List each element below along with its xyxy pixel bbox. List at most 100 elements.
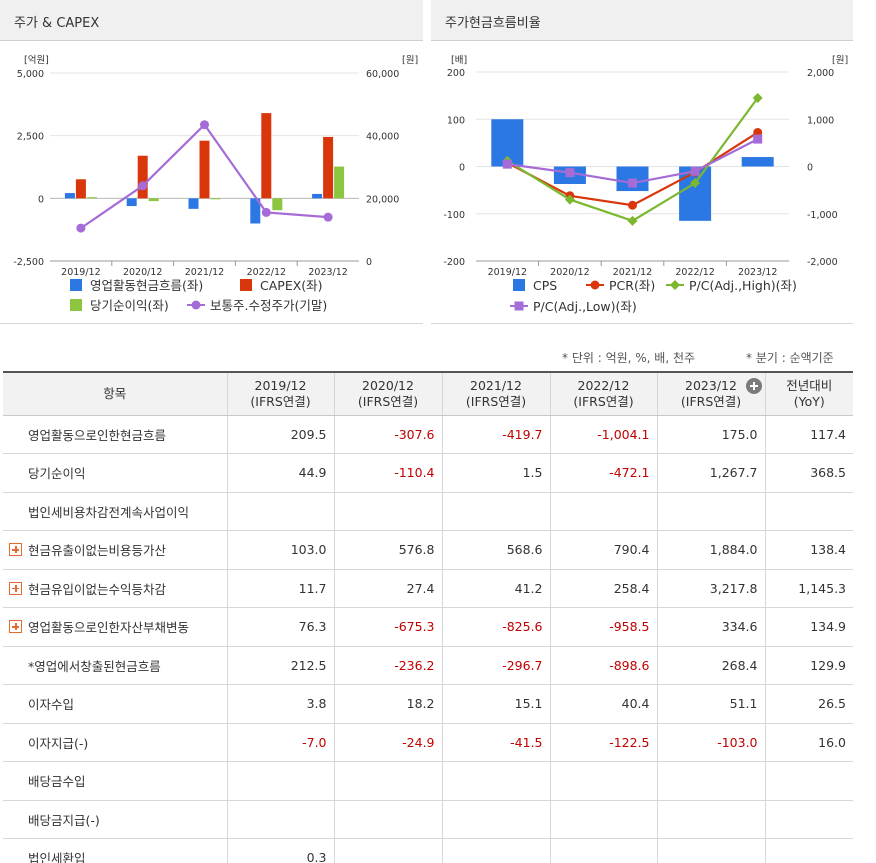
legend-label-3: 보통주.수정주가(기말) [210,298,327,313]
header-col-2019: 2019/12 (IFRS연결) [226,372,334,416]
capex-chart-panel: 주가 & CAPEX [억원] [원] 5,000 2,500 0 -2,500 60,00… [0,0,423,324]
cell-yoy: 368.5 [764,453,853,493]
cell-value [333,838,442,863]
y-right-tick: 1,000 [807,115,834,126]
row-item: 배당금지급(-) [3,800,227,839]
table-row: 법인세비용차감전계속사업이익 [3,492,853,531]
cashflow-table: 항목 2019/12 (IFRS연결) 2020/12 (IFRS연결) 2021/… [3,371,853,863]
cell-value: 576.8 [333,530,442,570]
x-tick-label: 2020/12 [123,267,162,278]
table-row: 현금유출이없는비용등가산 103.0 576.8 568.6 790.4 1,884.0 1… [3,530,853,570]
cell-yoy [764,800,853,839]
cell-value: 258.4 [549,569,657,608]
row-item[interactable]: 현금유입이없는수익등차감 [3,569,227,608]
x-tick-label: 2022/12 [675,267,714,278]
cell-value: -7.0 [226,723,334,762]
y-left-tick: 100 [447,115,465,126]
bar-0-0 [64,193,75,199]
row-item: 당기순이익 [3,453,227,493]
legend-label-1: CAPEX(좌) [260,278,323,293]
price-point-1 [138,181,148,191]
pcr-chart-title: 주가현금흐름비율 [445,16,541,31]
cell-value: 3.8 [226,684,334,724]
pcr-chart-panel: 주가현금흐름비율 [배] [원] 200 100 0 -100 -200 2,000 1,000… [431,0,853,324]
table-row: 현금유입이없는수익등차감 11.7 27.4 41.2 258.4 3,217.8 1,14… [3,569,853,608]
table-row: 배당금지급(-) [3,800,853,839]
cell-yoy: 1,145.3 [764,569,853,608]
bar-1-4 [323,136,334,199]
cell-value: -958.5 [549,607,657,647]
cps-bar-4 [741,157,774,167]
row-label: 이자수입 [28,697,75,713]
price-point-4 [323,212,333,222]
cell-value: 18.2 [333,684,442,724]
row-item: 법인세비용차감전계속사업이익 [3,492,227,531]
row-label: 현금유입이없는수익등차감 [28,581,167,597]
x-tick-label: 2019/12 [488,267,527,278]
cell-value [333,800,442,839]
cell-value: -24.9 [333,723,442,762]
header-col-2022: 2022/12 (IFRS연결) [549,372,657,416]
expand-plus-icon[interactable] [9,620,22,634]
x-tick-label: 2019/12 [61,267,100,278]
y-left-tick: -200 [443,257,465,268]
cell-value [656,800,765,839]
capex-chart-header: 주가 & CAPEX [0,0,423,41]
cell-value: 103.0 [226,530,334,570]
pcr-chart: [배] [원] 200 100 0 -100 -200 2,000 1,000 0 -1,000 -2… [443,55,848,314]
point-2-4 [753,134,763,144]
x-tick-label: 2023/12 [738,267,777,278]
cell-value [226,800,334,839]
row-item[interactable]: 현금유출이없는비용등가산 [3,530,227,570]
row-label: 영업활동으로인한현금흐름 [28,427,167,443]
unit-note: * 단위 : 억원, %, 배, 천주 [562,351,696,365]
y-right-tick: 40,000 [366,132,399,143]
expand-plus-icon[interactable] [9,581,22,595]
cell-yoy: 117.4 [764,415,853,454]
cell-value: 568.6 [441,530,550,570]
row-item: 이자수입 [3,684,227,724]
cell-value: -419.7 [441,415,550,454]
point-1-2 [627,215,638,226]
legend-swatch-0 [70,279,82,291]
x-tick-label: 2023/12 [308,267,347,278]
bar-2-1 [148,198,159,202]
cell-value: 44.9 [226,453,334,493]
add-column-icon[interactable] [745,378,762,394]
cell-value [549,800,657,839]
point-2-3 [690,166,700,176]
bar-1-3 [261,113,272,199]
y-right-tick: -1,000 [807,210,838,221]
cell-value [549,761,657,801]
row-item[interactable]: 영업활동으로인한자산부채변동 [3,607,227,647]
cell-value: 51.1 [656,684,765,724]
cell-yoy: 134.9 [764,607,853,647]
cell-value: 1,884.0 [656,530,765,570]
price-point-2 [200,120,209,130]
cell-value: 41.2 [441,569,550,608]
y-left-unit: [억원] [24,54,49,66]
cell-value: 209.5 [226,415,334,454]
header-basis: (IFRS연결) [357,393,419,409]
bar-2-4 [334,166,345,199]
legend-label-0: CPS [533,278,557,293]
table-row: *영업에서창출된현금흐름 212.5 -236.2 -296.7 -898.6 268.4… [3,646,853,685]
cell-yoy [764,492,853,531]
legend-label-2: P/C(Adj.,High)(좌) [689,278,797,293]
table-row: 법인세환입 0.3 [3,838,853,863]
bar-0-4 [312,193,323,199]
y-left-tick: 200 [447,68,465,79]
point-1-1 [564,194,575,205]
cell-value: 76.3 [226,607,334,647]
cell-value [333,492,442,531]
row-label: 법인세비용차감전계속사업이익 [28,504,190,520]
cell-value: -41.5 [441,723,550,762]
row-label: 배당금수입 [28,774,86,790]
expand-plus-icon[interactable] [9,543,22,557]
quarter-note: * 분기 : 순액기준 [746,351,834,365]
header-col-2020: 2020/12 (IFRS연결) [333,372,442,416]
row-label: 당기순이익 [28,466,86,482]
y-right-tick: 0 [366,257,372,268]
table-row: 영업활동으로인한현금흐름 209.5 -307.6 -419.7 -1,004.1 175… [3,415,853,454]
cell-value: 0.3 [226,838,334,863]
